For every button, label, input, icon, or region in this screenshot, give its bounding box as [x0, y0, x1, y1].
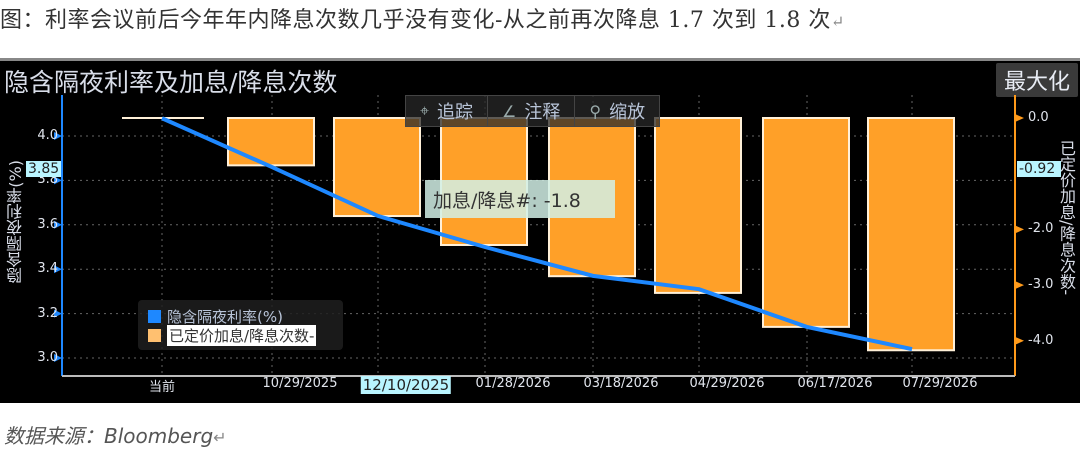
right-tick-label: 0.0 [1028, 110, 1049, 125]
x-tick-label: 当前 [148, 380, 176, 395]
x-tick-label: 03/18/2026 [583, 376, 659, 391]
left-axis-crosshair-value: 3.85 [26, 161, 62, 177]
bar[interactable] [867, 117, 955, 352]
panel-title: 隐含隔夜利率及加息/降息次数 [4, 68, 338, 97]
x-tick-label: 10/29/2025 [262, 376, 338, 391]
crosshair-icon: ⌖ [420, 101, 430, 120]
legend-item-bar[interactable]: 已定价加息/降息次数- [148, 325, 317, 346]
right-tick-label: -3.0 [1028, 277, 1054, 293]
bar-swatch [148, 329, 161, 342]
left-tick-label: 4.0 [37, 128, 58, 143]
data-source: 数据来源：Bloomberg↵ [4, 424, 227, 448]
maximize-button[interactable]: 最大化 [995, 63, 1078, 97]
right-tick-label: -4.0 [1028, 332, 1054, 348]
x-tick-label: 07/29/2026 [902, 376, 978, 391]
bar[interactable] [654, 117, 742, 294]
annotate-button[interactable]: ∠ 注释 [488, 96, 576, 126]
pencil-icon: ∠ [502, 101, 517, 121]
bar[interactable] [333, 117, 421, 218]
left-tick-label: 3.6 [37, 216, 58, 232]
right-tick-label: -2.0 [1028, 221, 1054, 237]
left-tick-label: 3.4 [37, 261, 58, 277]
chart-toolbar: ⌖ 追踪 ∠ 注释 ⚲ 缩放 [405, 95, 661, 127]
track-button[interactable]: ⌖ 追踪 [406, 96, 489, 126]
left-tick-label: 3.0 [37, 350, 58, 365]
magnifier-icon: ⚲ [589, 101, 602, 121]
bar[interactable] [227, 117, 315, 167]
left-axis-label: 隐含隔夜利率(%) [6, 160, 25, 284]
data-tooltip: 加息/降息#: -1.8 [425, 180, 615, 218]
right-axis-crosshair-value: -0.92 [1017, 161, 1061, 177]
line-swatch [148, 310, 161, 323]
x-tick-label: 12/10/2025 [360, 376, 452, 394]
legend-item-line[interactable]: 隐含隔夜利率(%) [148, 306, 283, 327]
left-tick-label: 3.2 [37, 305, 58, 321]
right-axis-label: 已定价加息/降息次数- [1057, 140, 1076, 296]
x-tick-label: 01/28/2026 [475, 376, 551, 391]
x-tick-label: 06/17/2026 [797, 376, 873, 391]
chart-legend: 隐含隔夜利率(%) 已定价加息/降息次数- [138, 300, 343, 350]
zoom-button[interactable]: ⚲ 缩放 [589, 101, 646, 124]
bar[interactable] [762, 117, 850, 328]
figure-caption: 图：利率会议前后今年年内降息次数几乎没有变化-从之前再次降息 1.7 次到 1.… [0, 8, 845, 33]
x-tick-label: 04/29/2026 [689, 376, 765, 391]
rate-line[interactable] [161, 116, 913, 352]
